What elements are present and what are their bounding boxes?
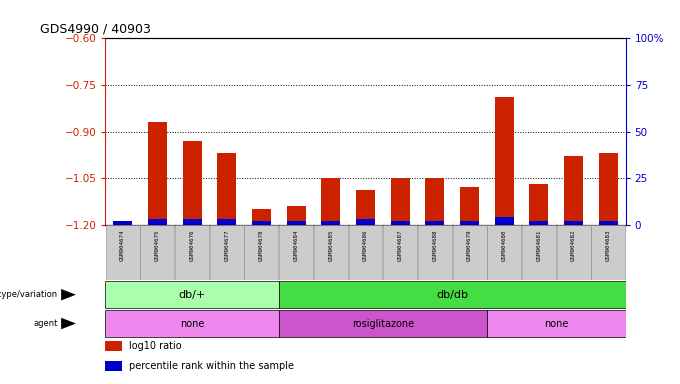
FancyBboxPatch shape [279, 225, 313, 280]
FancyBboxPatch shape [592, 225, 625, 280]
Bar [425, 221, 445, 225]
Bar [460, 187, 479, 225]
Bar [217, 219, 237, 225]
FancyBboxPatch shape [245, 225, 278, 280]
Bar [598, 221, 618, 225]
Polygon shape [61, 318, 76, 329]
Text: GSM904679: GSM904679 [467, 229, 472, 261]
Text: agent: agent [33, 319, 58, 328]
Bar [564, 221, 583, 225]
Bar [390, 221, 410, 225]
Text: GSM904682: GSM904682 [571, 229, 576, 261]
Text: GSM904681: GSM904681 [537, 229, 541, 261]
FancyBboxPatch shape [210, 225, 243, 280]
FancyBboxPatch shape [384, 225, 417, 280]
FancyBboxPatch shape [349, 225, 382, 280]
Bar [113, 221, 133, 225]
Bar [217, 153, 237, 225]
Text: GSM904684: GSM904684 [294, 229, 299, 261]
FancyBboxPatch shape [175, 225, 209, 280]
Text: GSM904678: GSM904678 [259, 229, 264, 261]
FancyBboxPatch shape [279, 281, 626, 308]
Bar [105, 361, 122, 371]
Text: GSM904683: GSM904683 [606, 229, 611, 261]
Text: GSM904688: GSM904688 [432, 229, 437, 261]
Bar [460, 221, 479, 225]
Text: log10 ratio: log10 ratio [129, 341, 181, 351]
Bar [494, 217, 514, 225]
FancyBboxPatch shape [314, 225, 347, 280]
Bar [105, 341, 122, 351]
Bar [182, 141, 202, 225]
Bar [148, 219, 167, 225]
Bar [356, 190, 375, 225]
Bar [286, 206, 306, 225]
Bar [390, 178, 410, 225]
Bar [494, 98, 514, 225]
Text: percentile rank within the sample: percentile rank within the sample [129, 361, 294, 371]
Text: db/+: db/+ [178, 290, 206, 300]
Bar [321, 221, 341, 225]
Text: GSM904675: GSM904675 [155, 229, 160, 261]
FancyBboxPatch shape [488, 225, 521, 280]
Text: rosiglitazone: rosiglitazone [352, 318, 414, 329]
FancyBboxPatch shape [557, 225, 590, 280]
FancyBboxPatch shape [105, 281, 279, 308]
Text: GSM904680: GSM904680 [502, 229, 507, 261]
Bar [113, 222, 133, 225]
Text: GSM904686: GSM904686 [363, 229, 368, 261]
FancyBboxPatch shape [105, 310, 279, 337]
FancyBboxPatch shape [418, 225, 452, 280]
Text: GSM904674: GSM904674 [120, 229, 125, 261]
FancyBboxPatch shape [453, 225, 486, 280]
Bar [182, 219, 202, 225]
Bar [148, 122, 167, 225]
Text: GSM904677: GSM904677 [224, 229, 229, 261]
Bar [529, 184, 549, 225]
Bar [252, 209, 271, 225]
Text: GSM904687: GSM904687 [398, 229, 403, 261]
Polygon shape [61, 289, 76, 300]
Bar [252, 221, 271, 225]
FancyBboxPatch shape [522, 225, 556, 280]
Bar [286, 221, 306, 225]
Bar [425, 178, 445, 225]
Text: GSM904685: GSM904685 [328, 229, 333, 261]
Text: db/db: db/db [436, 290, 469, 300]
Bar [598, 153, 618, 225]
Text: none: none [544, 318, 568, 329]
Bar [529, 221, 549, 225]
FancyBboxPatch shape [141, 225, 174, 280]
FancyBboxPatch shape [279, 310, 487, 337]
Text: GSM904676: GSM904676 [190, 229, 194, 261]
FancyBboxPatch shape [487, 310, 626, 337]
Bar [564, 156, 583, 225]
Bar [321, 178, 341, 225]
Bar [356, 219, 375, 225]
Title: GDS4990 / 40903: GDS4990 / 40903 [39, 23, 150, 36]
FancyBboxPatch shape [106, 225, 139, 280]
Text: none: none [180, 318, 204, 329]
Text: genotype/variation: genotype/variation [0, 290, 58, 299]
